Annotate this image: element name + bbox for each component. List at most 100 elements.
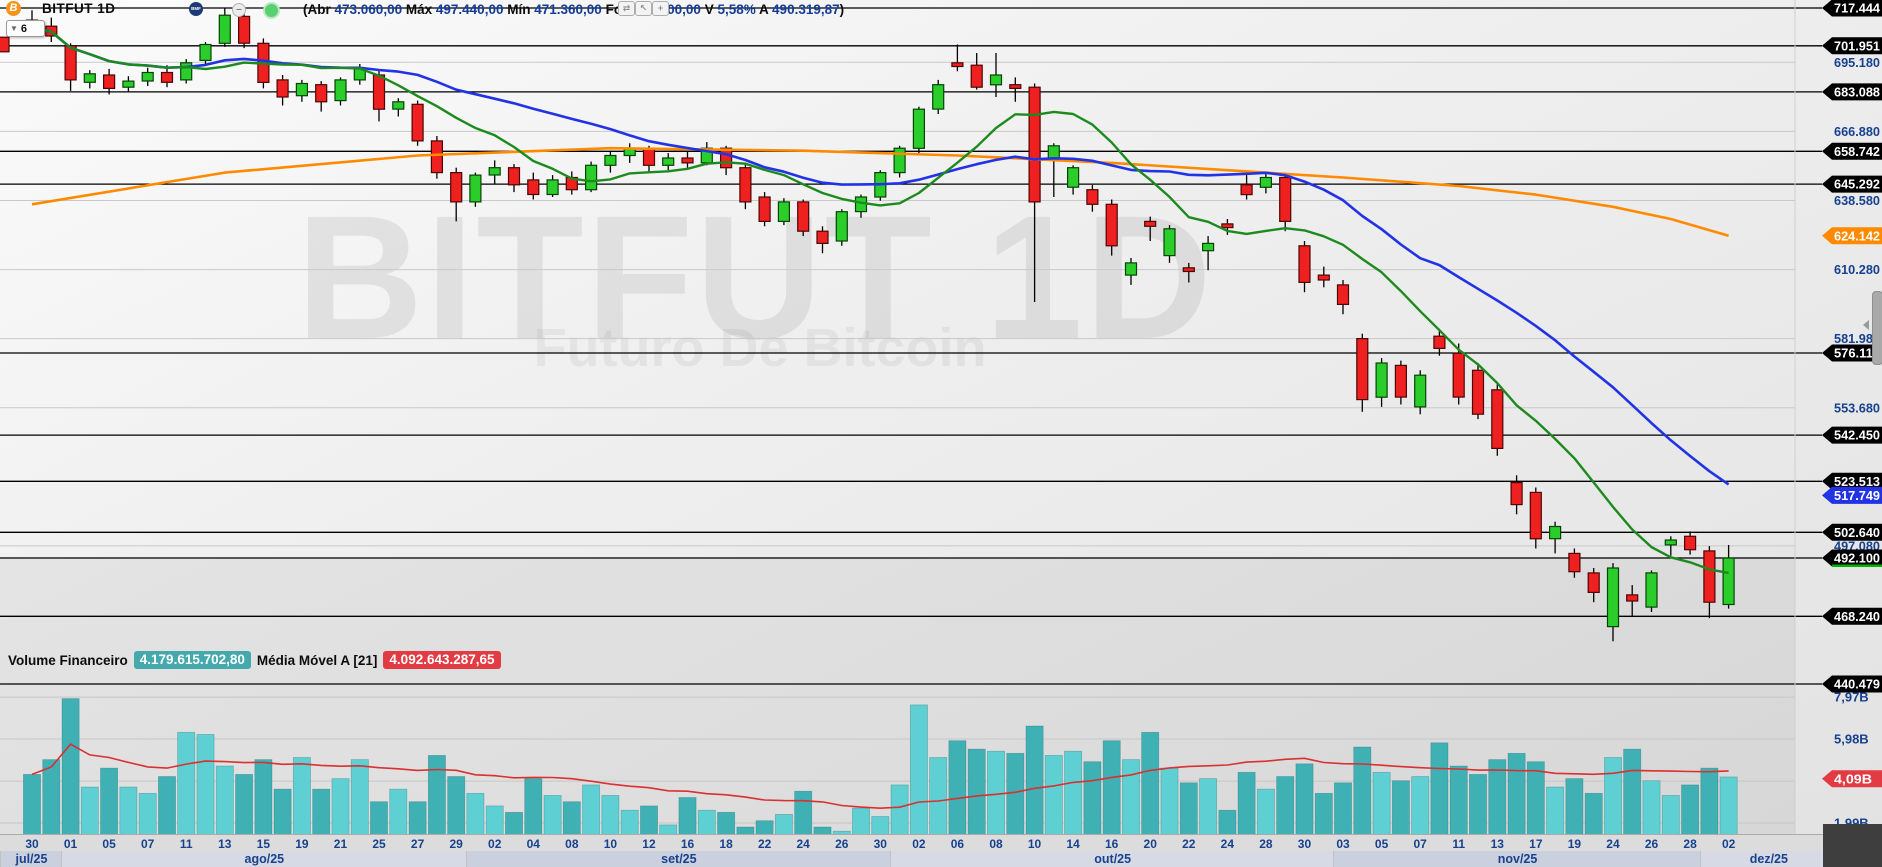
- volume-bar: [158, 776, 176, 836]
- candle: [604, 150, 617, 173]
- svg-text:666.880: 666.880: [1834, 124, 1880, 139]
- svg-text:658.742: 658.742: [1834, 144, 1880, 159]
- month-band-dez[interactable]: dez/25: [1699, 851, 1837, 867]
- svg-text:645.292: 645.292: [1834, 177, 1880, 192]
- candle: [1452, 343, 1465, 405]
- candle: [835, 209, 848, 246]
- time-tick-label: 30: [25, 837, 39, 851]
- candle: [1144, 216, 1157, 241]
- price-level-tag[interactable]: 645.292: [1822, 175, 1882, 193]
- volume-bar: [1719, 776, 1738, 836]
- candle: [334, 77, 347, 106]
- time-tick-label: 05: [1374, 837, 1389, 851]
- candle: [1683, 531, 1697, 555]
- month-label: jul/25: [15, 852, 48, 866]
- price-level-tag[interactable]: 576.117: [1822, 344, 1882, 362]
- time-tick-label: 16: [680, 837, 695, 851]
- candle: [1394, 360, 1408, 405]
- time-tick-label: 08: [565, 837, 579, 851]
- volume-bar: [640, 805, 658, 836]
- candle: [1414, 370, 1427, 415]
- candle: [893, 145, 906, 178]
- candle: [1221, 219, 1234, 235]
- collapse-icon[interactable]: –: [232, 3, 246, 17]
- price-scale-label: 695.180: [1834, 55, 1880, 70]
- candle: [1086, 184, 1099, 212]
- volume-bar: [100, 767, 119, 836]
- time-tick-label: 02: [488, 837, 502, 851]
- volume-bar: [1276, 776, 1295, 836]
- candle: [816, 226, 829, 254]
- time-tick-label: 19: [295, 837, 309, 851]
- price-level-tag[interactable]: 701.951: [1822, 37, 1882, 55]
- volume-bar: [408, 801, 427, 836]
- time-axis[interactable]: 30 01 05 07 11 13 15 19 21 25 27 29 02 04 08 10 12 16 18 22…: [0, 834, 1882, 867]
- volume-bar: [505, 811, 523, 836]
- month-band-ago[interactable]: ago/25: [60, 851, 467, 867]
- time-tick-label: 20: [1143, 837, 1157, 851]
- axis-corner-box: [1823, 824, 1882, 867]
- volume-bar: [1141, 731, 1160, 836]
- candle: [739, 162, 752, 210]
- last-price-tag[interactable]: 492.100: [1822, 549, 1882, 567]
- compare-button[interactable]: ⇄: [618, 1, 635, 16]
- volume-bar: [871, 816, 890, 836]
- candle: [546, 175, 559, 197]
- candle: [970, 53, 983, 90]
- month-band-set[interactable]: set/25: [465, 851, 891, 867]
- ma-value-tag[interactable]: 624.142: [1822, 227, 1882, 245]
- volume-value-badge: 4.179.615.702,80: [133, 651, 251, 669]
- time-tick-row[interactable]: 30 01 05 07 11 13 15 19 21 25 27 29 02 04 08 10 12 16 18 22…: [0, 834, 1836, 852]
- volume-bar: [1025, 725, 1044, 836]
- price-level-tag[interactable]: 502.640: [1822, 523, 1882, 541]
- svg-text:581.980: 581.980: [1834, 331, 1880, 346]
- price-level-tag[interactable]: 658.742: [1822, 142, 1882, 160]
- high-value: 497.440,00: [435, 2, 504, 17]
- symbol-title[interactable]: BITFUT 1D: [42, 1, 116, 16]
- candle: [102, 68, 116, 95]
- reset-view-button[interactable]: ↖: [635, 1, 652, 16]
- price-level-tag[interactable]: 683.088: [1822, 83, 1882, 101]
- time-tick-label: 18: [719, 837, 733, 851]
- svg-text:717.444: 717.444: [1834, 1, 1881, 16]
- candle: [1664, 536, 1677, 556]
- ma-value-tag[interactable]: 517.749: [1822, 486, 1882, 504]
- volume-bar: [1642, 780, 1661, 836]
- candle: [199, 42, 212, 66]
- volume-bar: [1565, 778, 1584, 836]
- volume-bar: [1391, 780, 1410, 836]
- last-price-tag-accent: [1832, 564, 1882, 567]
- low-value: 471.360,00: [534, 2, 602, 17]
- axis-collapse-arrow-icon[interactable]: [1863, 320, 1869, 330]
- time-tick-label: 24: [796, 837, 810, 851]
- volume-bar: [138, 792, 157, 836]
- volume-label: Volume Financeiro: [8, 652, 128, 668]
- candle: [1298, 241, 1311, 293]
- time-tick-label: 16: [1104, 837, 1119, 851]
- time-tick-label: 26: [835, 837, 849, 851]
- price-scrollbar-thumb[interactable]: [1872, 291, 1882, 365]
- chart-count-dropdown[interactable]: ▼ 6: [6, 20, 45, 37]
- volume-bar: [562, 801, 581, 836]
- time-tick-label: 28: [1259, 837, 1273, 851]
- price-level-tag[interactable]: 440.479: [1822, 675, 1882, 693]
- month-band-nov[interactable]: nov/25: [1333, 851, 1701, 867]
- candle: [1606, 563, 1620, 642]
- price-level-tag[interactable]: 468.240: [1822, 607, 1882, 625]
- price-level-tag[interactable]: 542.450: [1822, 426, 1882, 444]
- price-level-tag[interactable]: 523.513: [1822, 472, 1882, 490]
- volume-bar: [1661, 795, 1680, 836]
- volume-bar: [1256, 788, 1275, 836]
- month-band-out[interactable]: out/25: [889, 851, 1335, 867]
- month-band-jul[interactable]: jul/25: [0, 851, 62, 867]
- candle: [295, 79, 308, 102]
- volume-bar: [852, 807, 870, 836]
- time-month-row[interactable]: jul/25 ago/25 set/25 out/25 nov/25 dez/25: [0, 851, 1837, 867]
- add-button[interactable]: +: [652, 1, 669, 16]
- candle: [1259, 173, 1273, 194]
- price-level-tag[interactable]: 717.444: [1822, 0, 1882, 17]
- volume-ma-value-badge: 4.092.643.287,65: [383, 651, 501, 669]
- volume-ma-tag[interactable]: 4,09B: [1822, 770, 1882, 788]
